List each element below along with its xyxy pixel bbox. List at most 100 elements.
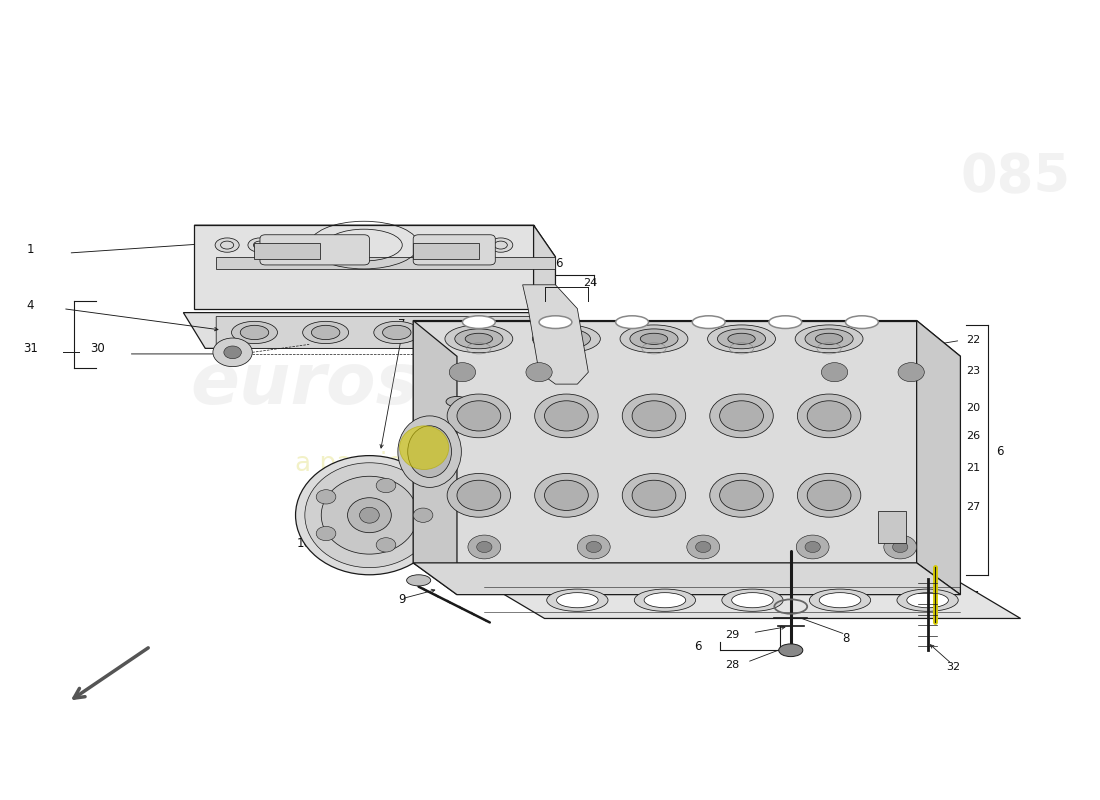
Ellipse shape bbox=[692, 316, 725, 329]
Ellipse shape bbox=[408, 426, 451, 478]
Ellipse shape bbox=[447, 394, 510, 438]
Circle shape bbox=[892, 542, 907, 553]
Polygon shape bbox=[414, 321, 456, 594]
Ellipse shape bbox=[544, 480, 588, 510]
Ellipse shape bbox=[632, 480, 675, 510]
Circle shape bbox=[695, 542, 711, 553]
Text: 085: 085 bbox=[960, 151, 1070, 203]
Text: 1: 1 bbox=[26, 243, 34, 256]
Ellipse shape bbox=[544, 396, 588, 423]
Ellipse shape bbox=[732, 593, 773, 608]
Circle shape bbox=[805, 542, 821, 553]
Ellipse shape bbox=[488, 322, 535, 343]
Circle shape bbox=[526, 362, 552, 382]
Ellipse shape bbox=[719, 480, 763, 510]
Text: 30: 30 bbox=[90, 342, 106, 355]
Ellipse shape bbox=[311, 326, 340, 340]
Circle shape bbox=[822, 362, 848, 382]
Ellipse shape bbox=[465, 334, 493, 344]
Text: 8: 8 bbox=[842, 632, 849, 646]
Ellipse shape bbox=[795, 325, 864, 353]
Ellipse shape bbox=[623, 474, 685, 517]
Text: 23: 23 bbox=[966, 366, 980, 376]
Ellipse shape bbox=[710, 474, 773, 517]
Bar bbox=[414, 243, 478, 259]
Circle shape bbox=[316, 526, 336, 541]
Ellipse shape bbox=[717, 329, 766, 349]
Ellipse shape bbox=[456, 480, 501, 510]
Text: 26: 26 bbox=[966, 430, 980, 441]
Ellipse shape bbox=[805, 329, 854, 349]
Ellipse shape bbox=[305, 462, 434, 568]
Ellipse shape bbox=[488, 238, 513, 252]
Text: 32: 32 bbox=[946, 662, 960, 672]
Ellipse shape bbox=[497, 326, 526, 340]
Ellipse shape bbox=[707, 325, 776, 353]
Ellipse shape bbox=[769, 316, 802, 329]
Ellipse shape bbox=[632, 401, 675, 431]
Polygon shape bbox=[484, 582, 1021, 618]
Circle shape bbox=[686, 535, 719, 559]
Polygon shape bbox=[195, 226, 534, 309]
Text: 29: 29 bbox=[725, 630, 739, 640]
Ellipse shape bbox=[547, 589, 608, 611]
Text: 6: 6 bbox=[556, 257, 562, 270]
Polygon shape bbox=[414, 321, 916, 563]
Ellipse shape bbox=[846, 316, 878, 329]
Ellipse shape bbox=[454, 329, 503, 349]
Circle shape bbox=[468, 535, 500, 559]
Ellipse shape bbox=[542, 329, 591, 349]
Ellipse shape bbox=[321, 476, 418, 554]
Ellipse shape bbox=[779, 644, 803, 657]
Circle shape bbox=[224, 346, 241, 358]
Circle shape bbox=[449, 362, 475, 382]
Ellipse shape bbox=[557, 593, 598, 608]
Circle shape bbox=[578, 535, 610, 559]
Ellipse shape bbox=[810, 589, 871, 611]
Ellipse shape bbox=[248, 238, 272, 252]
Ellipse shape bbox=[240, 326, 268, 340]
Ellipse shape bbox=[383, 326, 411, 340]
Ellipse shape bbox=[462, 316, 495, 329]
Ellipse shape bbox=[399, 426, 449, 470]
Ellipse shape bbox=[710, 394, 773, 438]
Ellipse shape bbox=[820, 593, 861, 608]
Polygon shape bbox=[522, 285, 588, 384]
Polygon shape bbox=[217, 317, 556, 348]
Ellipse shape bbox=[552, 334, 580, 344]
Ellipse shape bbox=[719, 401, 763, 431]
Circle shape bbox=[898, 362, 924, 382]
Ellipse shape bbox=[906, 593, 948, 608]
Ellipse shape bbox=[645, 593, 685, 608]
Ellipse shape bbox=[453, 326, 482, 340]
FancyBboxPatch shape bbox=[260, 234, 370, 265]
Ellipse shape bbox=[302, 322, 349, 343]
Ellipse shape bbox=[407, 574, 431, 586]
Ellipse shape bbox=[374, 322, 420, 343]
Ellipse shape bbox=[728, 334, 756, 344]
Ellipse shape bbox=[539, 316, 572, 329]
Text: 27: 27 bbox=[966, 502, 980, 512]
Polygon shape bbox=[414, 563, 960, 594]
Text: 28: 28 bbox=[725, 660, 739, 670]
Text: eurospares: eurospares bbox=[190, 350, 647, 418]
Ellipse shape bbox=[807, 480, 851, 510]
Ellipse shape bbox=[444, 322, 491, 343]
Ellipse shape bbox=[630, 329, 678, 349]
Ellipse shape bbox=[360, 507, 379, 523]
Circle shape bbox=[376, 478, 396, 493]
Ellipse shape bbox=[544, 401, 588, 431]
Text: 24: 24 bbox=[583, 278, 597, 288]
Circle shape bbox=[376, 538, 396, 552]
Text: 6: 6 bbox=[694, 640, 702, 654]
Ellipse shape bbox=[722, 589, 783, 611]
Text: 22: 22 bbox=[966, 335, 980, 346]
Text: 20: 20 bbox=[966, 403, 980, 413]
FancyBboxPatch shape bbox=[414, 234, 495, 265]
Ellipse shape bbox=[798, 394, 861, 438]
Ellipse shape bbox=[635, 589, 695, 611]
Circle shape bbox=[316, 490, 336, 504]
Ellipse shape bbox=[348, 498, 392, 533]
Circle shape bbox=[586, 542, 602, 553]
Circle shape bbox=[796, 535, 829, 559]
